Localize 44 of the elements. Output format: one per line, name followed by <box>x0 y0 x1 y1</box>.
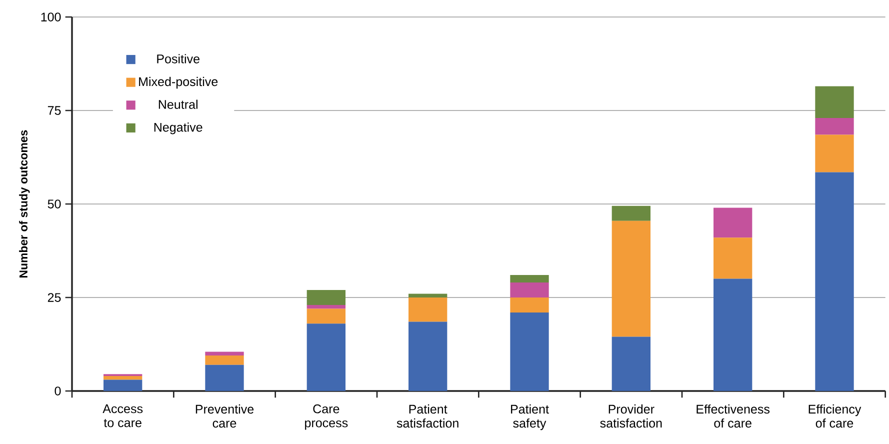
y-tick-label: 50 <box>48 200 61 208</box>
bar <box>205 355 244 365</box>
legend-label: Positive <box>157 54 200 64</box>
bar <box>306 304 346 309</box>
bar <box>205 364 244 391</box>
bar <box>306 308 346 324</box>
legend-label: Neutral <box>158 100 198 109</box>
legend-label: Mixed-positive <box>139 76 218 89</box>
x-tick-label: Patient safety <box>511 404 549 430</box>
x-tick-label: Patient satisfaction <box>396 404 458 428</box>
y-tick-label: 0 <box>54 386 61 396</box>
legend-label: Negative <box>154 122 202 134</box>
bar <box>815 172 854 391</box>
bar <box>510 298 549 312</box>
bar <box>408 298 448 322</box>
bar <box>408 322 448 391</box>
bar <box>408 294 448 298</box>
y-tick-label: 100 <box>41 12 61 22</box>
bar <box>104 380 142 391</box>
x-tick-label: Care process <box>305 404 348 430</box>
x-tick-label: Effectiveness of care <box>696 404 770 428</box>
bar <box>815 134 854 172</box>
bar <box>510 312 549 391</box>
bar <box>510 282 549 298</box>
bar <box>714 278 752 391</box>
bar <box>714 208 752 238</box>
x-tick-label: Efficiency of care <box>808 404 862 428</box>
bar <box>306 290 346 305</box>
bar <box>205 352 244 356</box>
bar <box>612 206 650 221</box>
x-tick-label: Preventive care <box>196 404 254 428</box>
y-tick-label: 25 <box>48 293 61 302</box>
x-tick-label: Access to care <box>102 404 143 428</box>
bar <box>612 336 650 391</box>
y-tick-label: 75 <box>48 106 61 115</box>
x-tick-label: Provider satisfaction <box>600 404 662 428</box>
bar <box>815 86 854 118</box>
bar <box>104 376 142 380</box>
bar <box>510 275 549 283</box>
y-axis-title: Number of study outcomes <box>19 130 30 278</box>
bar <box>306 324 346 391</box>
bar <box>612 220 650 337</box>
bar <box>815 118 854 135</box>
bar <box>714 238 752 279</box>
